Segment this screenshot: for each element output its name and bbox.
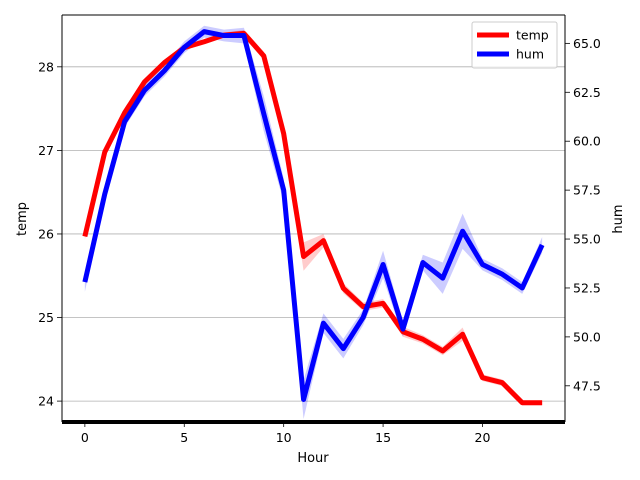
y-right-tick-label: 47.5 <box>573 378 601 393</box>
x-axis-label: Hour <box>297 451 329 466</box>
legend-label-temp: temp <box>516 28 549 43</box>
plot-frame <box>61 14 566 424</box>
legend: temp hum <box>471 21 558 69</box>
x-tick-label: 20 <box>475 430 491 445</box>
x-tick-label: 10 <box>276 430 292 445</box>
x-tick-label: 5 <box>180 430 188 445</box>
y-right-axis-ticks: 47.5 50.0 52.5 55.0 57.5 60.0 62.5 65.0 <box>565 36 601 393</box>
series-lines <box>82 29 545 406</box>
y-left-tick-label: 28 <box>38 59 54 74</box>
y-right-tick-label: 55.0 <box>573 232 601 247</box>
y-right-tick-label: 62.5 <box>573 85 601 100</box>
grid-lines <box>62 66 565 402</box>
series-line-hum <box>82 29 545 402</box>
y-right-tick-label: 50.0 <box>573 329 601 344</box>
x-axis-ticks: 0 5 10 15 20 <box>81 422 491 445</box>
y-left-tick-label: 27 <box>38 143 54 158</box>
x-tick-label: 15 <box>375 430 391 445</box>
series-line-temp <box>82 30 543 406</box>
y-left-tick-label: 24 <box>38 394 54 409</box>
y-right-tick-label: 60.0 <box>573 134 601 149</box>
y-left-axis-ticks: 24 25 26 27 28 <box>38 59 62 409</box>
y-right-axis-label: hum <box>611 204 626 233</box>
y-left-tick-label: 25 <box>38 310 54 325</box>
y-right-tick-label: 65.0 <box>573 36 601 51</box>
y-right-tick-label: 52.5 <box>573 280 601 295</box>
x-tick-label: 0 <box>81 430 89 445</box>
y-left-axis-label: temp <box>15 202 30 236</box>
legend-label-hum: hum <box>516 47 544 62</box>
y-right-tick-label: 57.5 <box>573 183 601 198</box>
y-left-tick-label: 26 <box>38 226 54 241</box>
